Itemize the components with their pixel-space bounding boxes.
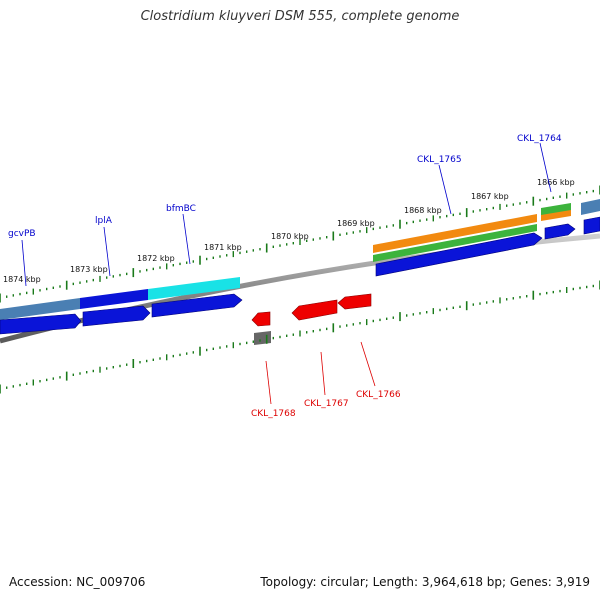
feature-strip-cyan-bfmbc [148, 277, 240, 300]
gene-leader-line [539, 142, 552, 193]
gene-leader-line [182, 213, 191, 265]
position-label: 1868 kbp [404, 206, 442, 215]
position-label: 1867 kbp [471, 192, 509, 201]
reverse-feature-grey [254, 331, 271, 345]
gene-label-ckl1765: CKL_1765 [417, 155, 462, 165]
forward-gene-arrow-right [583, 216, 600, 235]
position-label: 1874 kbp [3, 275, 41, 284]
forward-gene-arrow-ckl1765 [375, 232, 543, 277]
position-label: 1873 kbp [70, 265, 108, 274]
gene-label-bfmbc: bfmBC [166, 204, 196, 214]
gene-leader-line [21, 239, 27, 287]
position-label: 1866 kbp [537, 178, 575, 187]
gene-leader-line [438, 164, 452, 215]
forward-gene-arrow-lpla [82, 305, 151, 327]
forward-gene-arrow-ckl1764 [544, 223, 576, 240]
reverse-gene-arrow-ckl1766 [337, 293, 372, 310]
gene-leader-line [265, 360, 272, 405]
gene-label-lpla: lplA [95, 216, 113, 226]
gene-label-ckl1766: CKL_1766 [356, 390, 401, 400]
position-label: 1872 kbp [137, 254, 175, 263]
position-label: 1871 kbp [204, 243, 242, 252]
position-label: 1869 kbp [337, 219, 375, 228]
reverse-gene-arrow-ckl1768 [251, 311, 271, 327]
gene-leader-line [360, 341, 376, 387]
gene-leader-line [320, 351, 326, 396]
scale-ticks-outer [0, 185, 600, 303]
gene-label-gcvpb: gcvPB [8, 229, 36, 239]
feature-strip-steelblue-right [581, 199, 600, 215]
gene-leader-line [103, 226, 111, 277]
feature-strip-green [373, 224, 537, 262]
gene-label-ckl1764: CKL_1764 [517, 134, 562, 144]
accession-text: Accession: NC_009706 [9, 575, 146, 589]
forward-gene-arrow-bfmbc [151, 293, 243, 318]
reverse-gene-arrow-ckl1767 [291, 299, 338, 321]
map-title: Clostridium kluyveri DSM 555, complete g… [140, 9, 460, 24]
scale-ticks-inner [0, 280, 600, 394]
feature-strip-orange [373, 214, 537, 253]
gene-label-ckl1767: CKL_1767 [304, 399, 349, 409]
position-label: 1870 kbp [271, 232, 309, 241]
feature-strip-blue-lpla [80, 289, 148, 309]
topology-text: Topology: circular; Length: 3,964,618 bp… [260, 575, 590, 589]
feature-strip-green-2 [541, 203, 571, 215]
forward-gene-arrow [0, 313, 82, 335]
feature-strip-steelblue [0, 298, 80, 320]
gene-label-ckl1768: CKL_1768 [251, 409, 296, 419]
